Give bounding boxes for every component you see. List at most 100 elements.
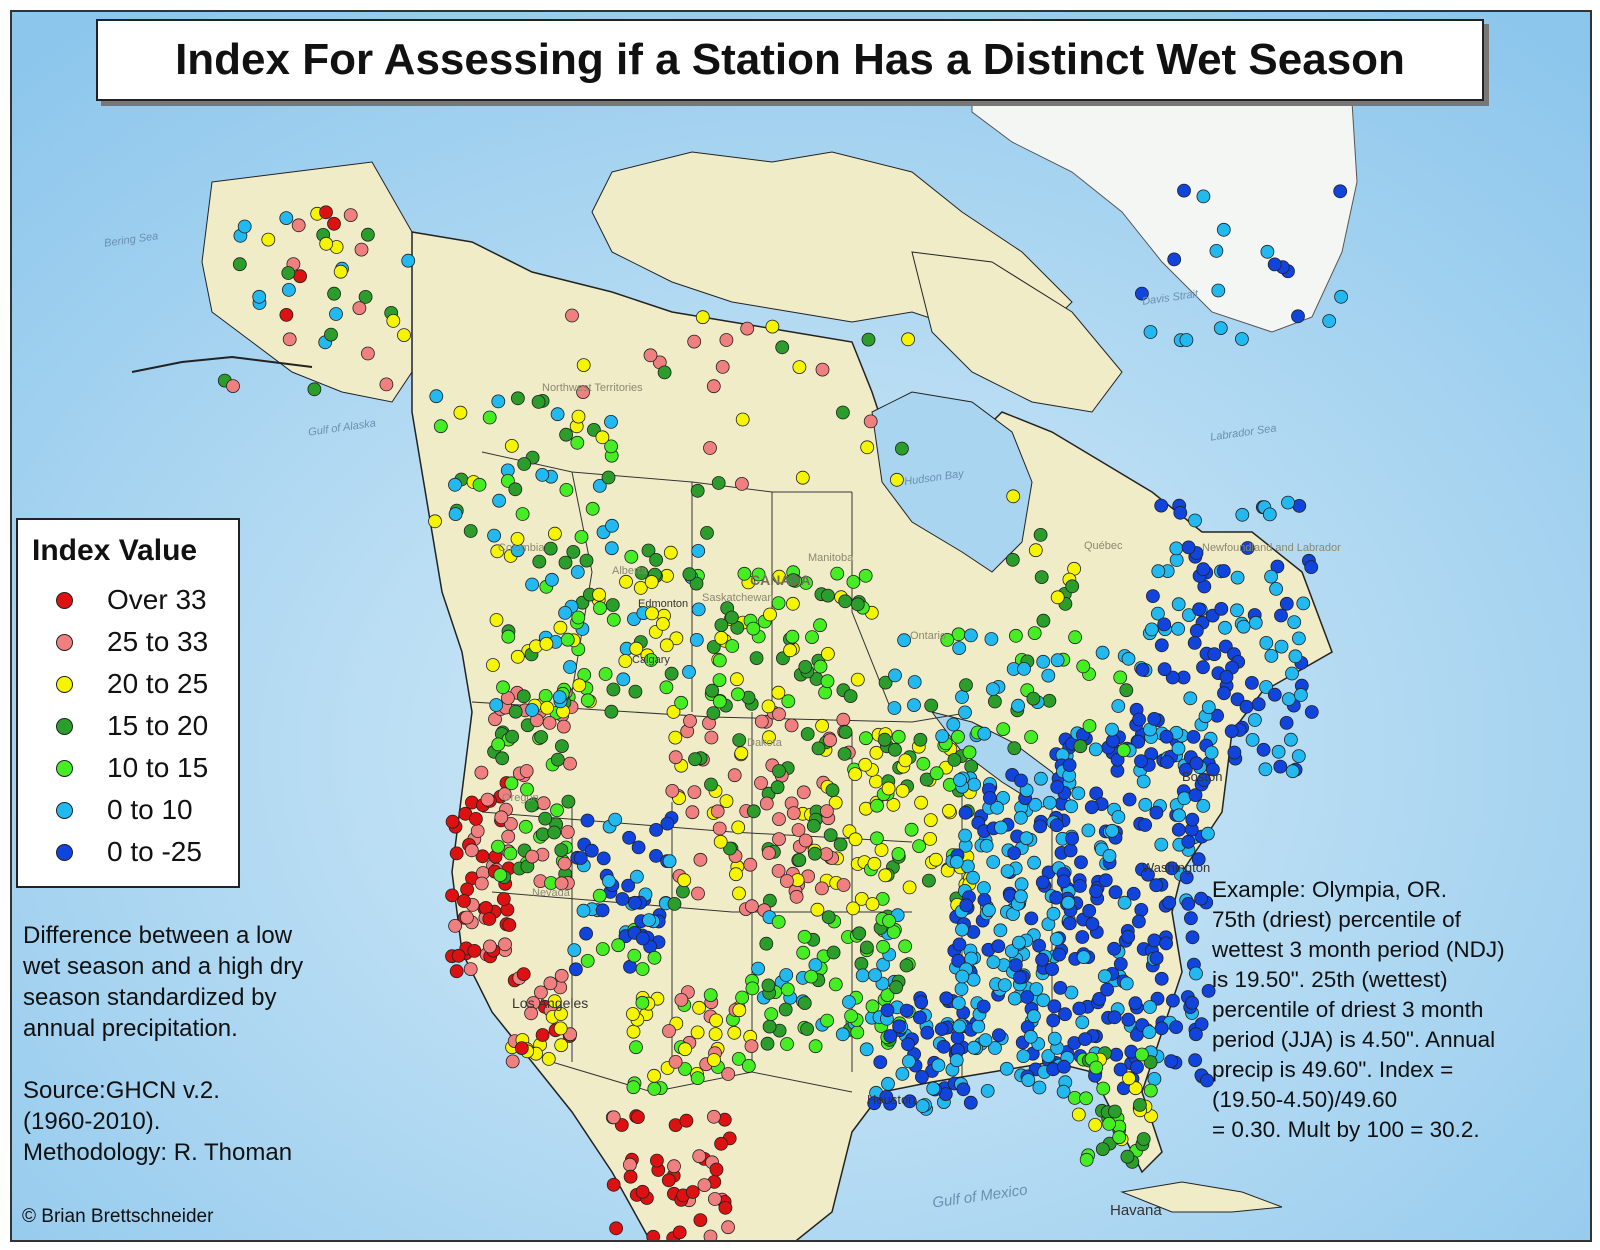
station-marker [926,1081,941,1096]
station-marker [635,1184,650,1199]
station-marker [498,937,512,952]
station-marker [833,837,848,852]
station-marker [891,729,906,744]
station-marker [531,394,546,409]
station-marker [1294,688,1308,702]
station-marker [895,784,910,798]
station-marker [1154,971,1169,986]
station-marker [1274,639,1289,654]
station-marker [1014,773,1028,788]
station-marker [665,784,680,798]
station-marker [1201,700,1216,715]
station-marker [1113,1062,1128,1077]
station-marker [689,633,704,647]
station-marker [611,938,626,953]
station-marker [952,1019,967,1034]
station-marker [354,242,369,257]
station-marker [795,470,810,485]
station-marker [520,782,534,797]
station-marker [729,867,743,882]
station-marker [858,568,873,583]
station-marker [584,843,599,858]
station-marker [1050,653,1065,668]
legend-swatch [56,759,73,777]
station-marker [901,1037,915,1052]
station-marker [1046,906,1061,921]
station-marker [754,714,769,729]
station-marker [836,878,851,892]
station-marker [848,767,863,781]
station-marker [261,232,276,247]
station-marker [949,1053,964,1068]
station-marker [1047,999,1062,1014]
station-marker [1188,788,1203,802]
station-marker [647,950,662,965]
station-marker [860,940,874,955]
station-marker [649,553,663,567]
station-marker [1143,1055,1158,1070]
station-marker [914,995,929,1010]
station-marker [888,742,902,757]
station-marker [453,405,468,420]
station-marker [358,289,373,304]
station-marker [797,929,812,944]
station-marker [786,596,800,611]
station-marker [606,682,621,697]
station-marker [740,321,755,336]
station-marker [1169,553,1184,567]
station-marker [650,1153,664,1168]
baffin-island [911,251,1123,413]
basemap[interactable] [12,12,1592,1242]
station-marker [642,913,656,927]
station-marker [703,1229,718,1240]
station-marker [1171,621,1185,636]
station-marker [846,575,861,589]
station-marker [881,1076,895,1091]
station-marker [1041,668,1056,683]
station-marker [1024,911,1039,926]
station-marker [956,1082,971,1097]
station-marker [988,1041,1002,1055]
station-marker [704,730,719,745]
station-marker [1201,984,1216,998]
station-marker [904,822,919,837]
station-marker [1322,314,1337,328]
station-marker [1270,559,1285,574]
station-marker [517,457,532,471]
station-marker [496,680,510,695]
station-marker [343,208,358,223]
station-marker [1019,831,1034,846]
station-marker [923,813,938,827]
station-marker [282,332,297,347]
station-marker [1166,993,1180,1008]
station-marker [468,812,483,826]
station-marker [598,667,613,681]
station-marker [508,482,523,497]
station-marker [592,888,607,903]
station-marker [996,722,1011,736]
station-marker [955,690,969,704]
station-marker [770,780,785,795]
station-marker [859,731,873,746]
station-marker [796,785,811,800]
station-marker [759,936,774,951]
station-marker [631,1110,645,1124]
station-marker [1122,792,1137,807]
station-marker [902,1054,916,1069]
station-marker [887,701,902,715]
station-marker [1034,570,1049,584]
station-marker [327,286,342,301]
station-marker [923,832,937,846]
station-marker [489,698,504,712]
station-marker [867,1096,882,1111]
station-marker [815,718,829,733]
station-marker [682,665,696,679]
station-marker [710,804,725,819]
station-marker [1014,889,1028,904]
station-marker [878,868,893,883]
station-marker [449,964,464,979]
station-marker [497,787,512,802]
station-marker [746,621,761,636]
station-marker [954,982,969,996]
station-marker [324,327,338,342]
